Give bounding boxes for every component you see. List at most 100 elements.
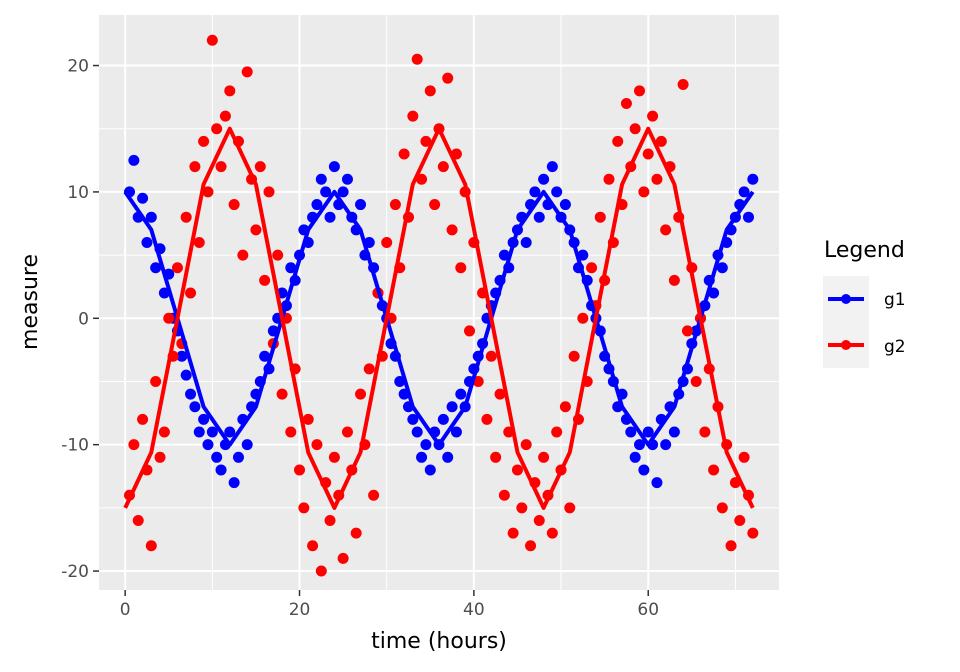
series-line-g1 xyxy=(123,189,755,447)
data-point-g2 xyxy=(389,199,401,211)
data-point-g2 xyxy=(145,540,157,552)
data-point-g2 xyxy=(455,262,467,274)
data-point-g1 xyxy=(285,262,297,274)
data-point-g2 xyxy=(185,287,197,299)
data-point-g2 xyxy=(603,173,615,185)
data-point-g1 xyxy=(638,464,650,476)
legend: Legend g1 g2 xyxy=(823,238,906,368)
data-point-g2 xyxy=(738,451,750,463)
data-point-g2 xyxy=(254,161,266,173)
data-point-g1 xyxy=(424,464,436,476)
data-point-g1 xyxy=(232,451,244,463)
data-point-g2 xyxy=(424,85,436,97)
data-point-g2 xyxy=(276,388,288,400)
data-point-g1 xyxy=(538,173,550,185)
y-tick-label: 10 xyxy=(67,183,89,203)
legend-title: Legend xyxy=(824,238,905,263)
data-point-g2 xyxy=(150,375,162,387)
x-tick-label: 60 xyxy=(637,600,659,620)
data-point-g2 xyxy=(307,540,319,552)
data-point-g2 xyxy=(211,123,223,135)
y-axis-title: measure xyxy=(18,254,43,350)
data-point-g2 xyxy=(668,274,680,286)
data-point-g2 xyxy=(651,173,663,185)
data-point-g2 xyxy=(594,211,606,223)
data-point-g2 xyxy=(629,123,641,135)
data-point-g2 xyxy=(507,527,519,539)
data-point-g2 xyxy=(681,325,693,337)
data-point-g2 xyxy=(224,85,236,97)
data-point-g2 xyxy=(747,527,759,539)
data-point-g1 xyxy=(215,464,227,476)
data-point-g1 xyxy=(625,426,637,438)
data-point-g2 xyxy=(708,464,720,476)
data-point-g2 xyxy=(363,363,375,375)
data-point-g1 xyxy=(224,426,236,438)
data-point-g2 xyxy=(368,489,380,501)
data-point-g2 xyxy=(546,527,558,539)
data-point-g2 xyxy=(533,514,545,526)
data-point-g1 xyxy=(420,439,432,451)
data-point-g1 xyxy=(559,199,571,211)
data-point-g2 xyxy=(285,426,297,438)
data-point-g1 xyxy=(407,413,419,425)
legend-label-g1: g1 xyxy=(884,290,906,310)
data-point-g1 xyxy=(189,401,201,413)
data-point-g1 xyxy=(642,426,654,438)
data-point-g2 xyxy=(446,224,458,236)
data-point-g1 xyxy=(520,236,532,248)
data-point-g2 xyxy=(498,489,510,501)
data-point-g2 xyxy=(171,262,183,274)
data-point-g2 xyxy=(263,186,275,198)
data-point-g1 xyxy=(442,451,454,463)
data-point-g2 xyxy=(699,426,711,438)
data-point-g1 xyxy=(551,186,563,198)
data-point-g2 xyxy=(355,388,367,400)
data-point-g2 xyxy=(158,426,170,438)
data-point-g2 xyxy=(315,565,327,577)
data-point-g1 xyxy=(141,236,153,248)
data-point-g2 xyxy=(132,514,144,526)
y-tick-label: 20 xyxy=(67,57,89,77)
panel-background xyxy=(99,15,779,590)
data-point-g2 xyxy=(137,413,149,425)
data-point-g1 xyxy=(193,426,205,438)
data-point-g2 xyxy=(525,540,537,552)
data-point-g2 xyxy=(416,173,428,185)
data-point-g1 xyxy=(320,186,332,198)
data-point-g2 xyxy=(189,161,201,173)
data-point-g2 xyxy=(302,413,314,425)
data-point-g2 xyxy=(328,451,340,463)
data-point-g2 xyxy=(163,312,175,324)
legend-key-point-g1 xyxy=(841,294,851,304)
x-tick-label: 20 xyxy=(289,600,311,620)
data-point-g2 xyxy=(577,312,589,324)
data-point-g1 xyxy=(411,426,423,438)
data-point-g1 xyxy=(315,173,327,185)
data-point-g2 xyxy=(437,161,449,173)
data-point-g2 xyxy=(294,464,306,476)
plot-area xyxy=(123,34,759,577)
data-point-g1 xyxy=(437,413,449,425)
data-point-g2 xyxy=(511,464,523,476)
data-point-g2 xyxy=(725,540,737,552)
data-point-g1 xyxy=(324,211,336,223)
data-point-g1 xyxy=(450,426,462,438)
data-point-g2 xyxy=(660,224,672,236)
data-point-g2 xyxy=(259,274,271,286)
data-point-g2 xyxy=(442,72,454,84)
data-point-g2 xyxy=(154,451,166,463)
y-tick-label: -20 xyxy=(61,562,89,582)
data-point-g1 xyxy=(634,439,646,451)
data-point-g2 xyxy=(341,426,353,438)
data-point-g2 xyxy=(485,350,497,362)
series-line-g2 xyxy=(123,126,755,510)
data-point-g2 xyxy=(716,502,728,514)
data-point-g2 xyxy=(324,514,336,526)
data-point-g1 xyxy=(328,161,340,173)
x-tick-label: 0 xyxy=(120,600,131,620)
data-point-g2 xyxy=(538,451,550,463)
data-point-g2 xyxy=(237,249,249,261)
data-point-g1 xyxy=(128,154,140,166)
